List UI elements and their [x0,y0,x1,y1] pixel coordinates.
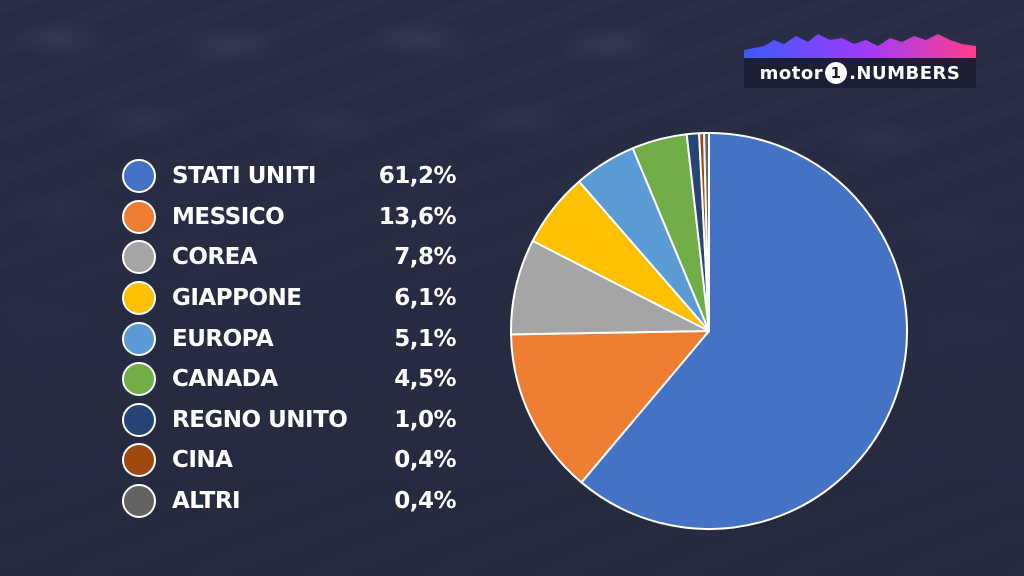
motor1-numbers-logo: motor 1 .NUMBERS [744,28,976,90]
legend-swatch [122,443,156,478]
legend-swatch [122,484,156,519]
legend-label: GIAPPONE [172,285,302,312]
legend-label: EUROPA [172,325,274,352]
legend-item: CINA 0,4% [122,440,457,481]
legend-item: GIAPPONE 6,1% [122,278,457,319]
pie-slice-altri [703,131,710,332]
legend-label: REGNO UNITO [172,406,348,433]
legend-item: CANADA 4,5% [122,359,457,400]
legend-value: 61,2% [378,163,457,190]
legend-item: MESSICO 13,6% [122,197,457,238]
skyline-icon [744,34,976,64]
logo-wordmark: motor 1 .NUMBERS [744,58,976,88]
legend-label: STATI UNITI [172,163,316,190]
pie-slice-stati-uniti [580,132,908,530]
legend-item: STATI UNITI 61,2% [122,156,457,197]
legend-label: MESSICO [172,203,285,230]
legend-value: 5,1% [394,325,456,352]
pie-slice-messico [510,330,710,484]
legend-value: 0,4% [394,447,456,474]
legend-value: 0,4% [394,488,456,515]
legend-item: REGNO UNITO 1,0% [122,400,457,441]
legend-value: 4,5% [394,366,456,393]
logo-text-numbers: .NUMBERS [849,62,961,84]
chart-legend: STATI UNITI 61,2% MESSICO 13,6% COREA 7,… [122,156,457,522]
legend-value: 7,8% [394,244,456,271]
legend-label: CINA [172,447,233,474]
legend-label: CANADA [172,366,278,393]
legend-value: 13,6% [378,203,457,230]
logo-number-badge: 1 [825,62,848,84]
legend-swatch [122,321,156,356]
legend-swatch [122,159,156,194]
legend-swatch [122,281,156,316]
legend-swatch [122,402,156,437]
pie-slice-corea [510,239,710,336]
legend-item: EUROPA 5,1% [122,318,457,359]
legend-item: ALTRI 0,4% [122,481,457,522]
legend-swatch [122,240,156,275]
legend-item: COREA 7,8% [122,237,457,278]
legend-label: COREA [172,244,258,271]
legend-value: 1,0% [394,406,456,433]
logo-text-motor: motor [759,62,824,84]
legend-swatch [122,362,156,397]
legend-swatch [122,199,156,234]
legend-value: 6,1% [394,285,456,312]
legend-label: ALTRI [172,488,241,515]
